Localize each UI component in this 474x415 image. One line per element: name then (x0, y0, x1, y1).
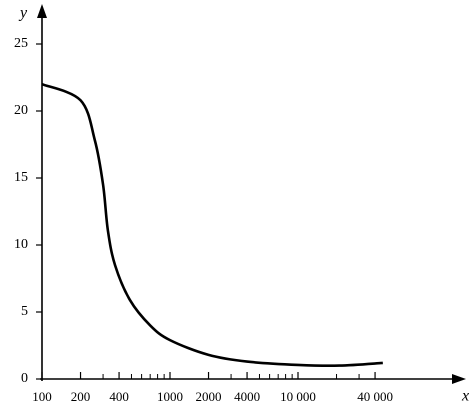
y-tick-label: 15 (14, 170, 28, 185)
y-tick-label: 0 (21, 371, 28, 386)
x-tick-label: 100 (32, 389, 52, 404)
x-tick-label: 200 (71, 389, 91, 404)
curve (41, 82, 383, 368)
x-tick-label: 4000 (234, 389, 260, 404)
y-tick-label: 5 (21, 304, 28, 319)
x-axis-label: x (461, 388, 469, 405)
y-arrow (37, 4, 47, 18)
x-tick-label: 40 000 (357, 389, 393, 404)
y-axis-label: y (18, 5, 28, 22)
y-tick-label: 20 (14, 103, 28, 118)
x-tick-label: 10 000 (280, 389, 316, 404)
x-tick-label: 400 (109, 389, 129, 404)
x-arrow (452, 374, 466, 384)
x-tick-label: 2000 (196, 389, 222, 404)
y-tick-label: 25 (14, 36, 28, 51)
x-tick-label: 1000 (157, 389, 183, 404)
y-tick-label: 10 (14, 237, 28, 252)
